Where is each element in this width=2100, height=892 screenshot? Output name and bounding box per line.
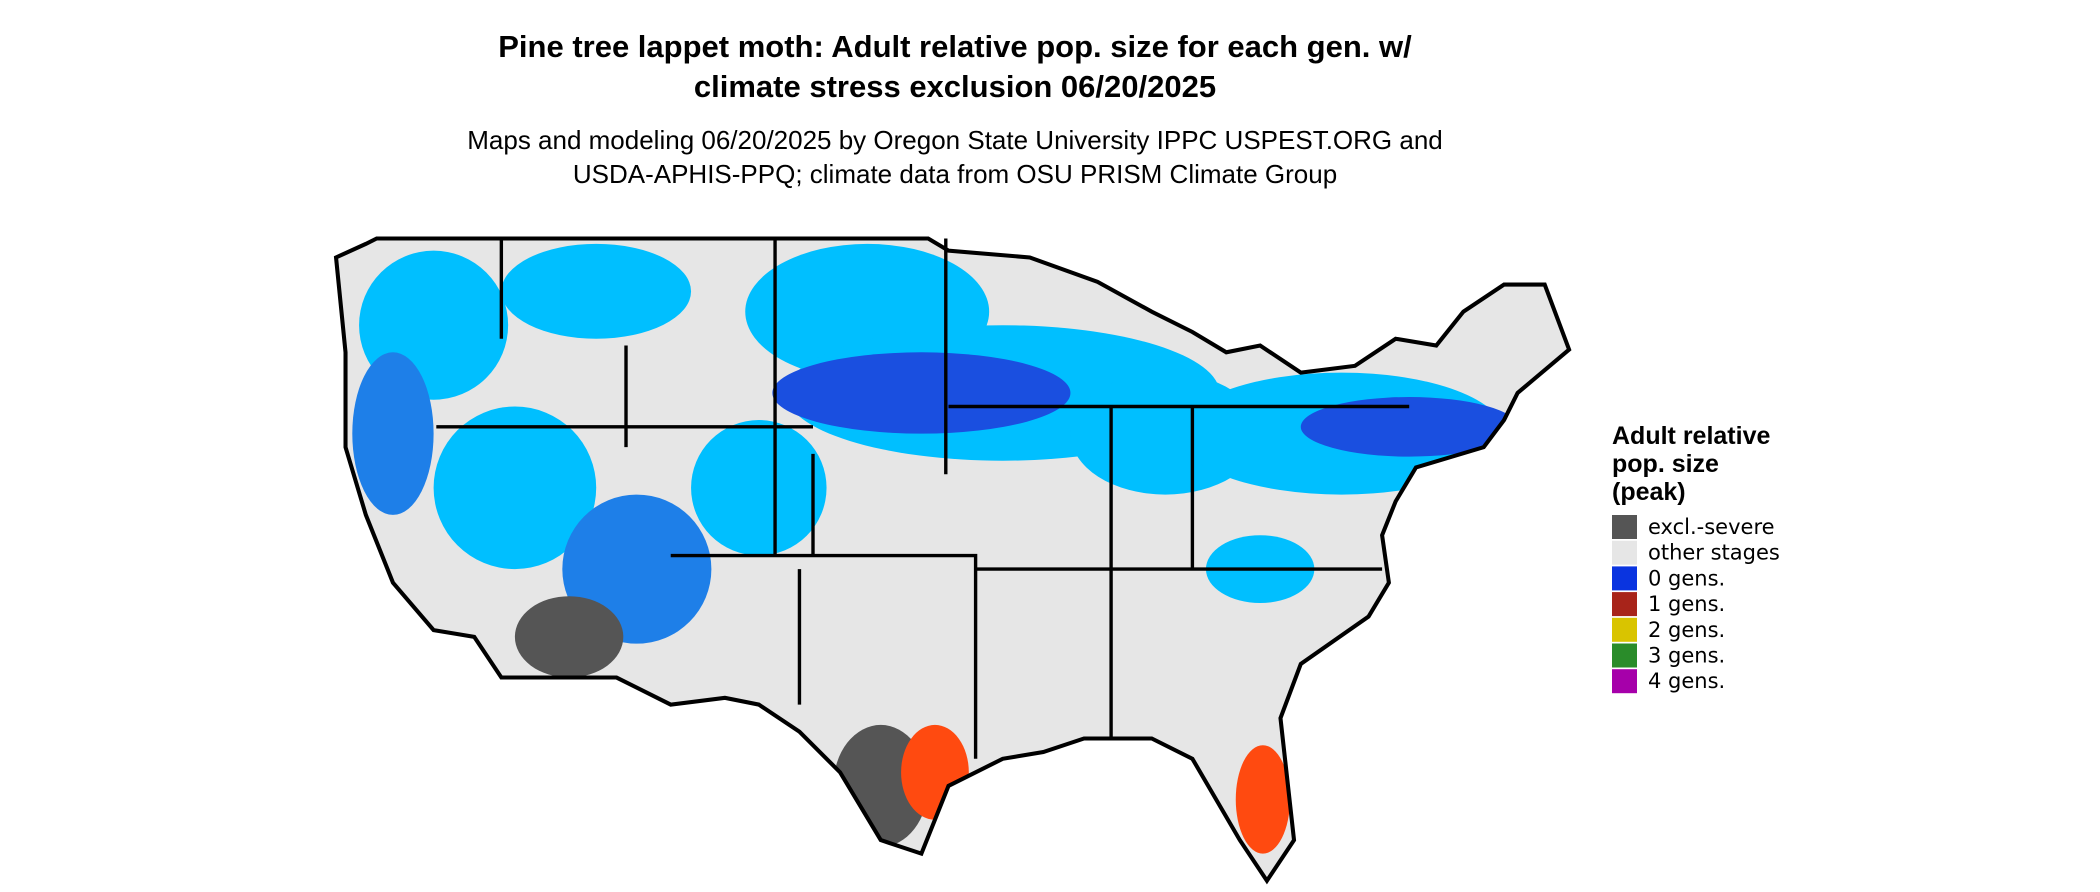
legend-label: 1 gens. (1648, 592, 1725, 616)
legend: Adult relative pop. size (peak) excl.-se… (1612, 422, 1780, 694)
subtitle-line: USDA-APHIS-PPQ; climate data from OSU PR… (573, 159, 1337, 189)
map (336, 238, 1569, 880)
title-line: climate stress exclusion 06/20/2025 (694, 69, 1216, 104)
state-borders (436, 238, 1410, 759)
legend-swatch (1612, 592, 1637, 617)
subtitle-line: Maps and modeling 06/20/2025 by Oregon S… (467, 125, 1443, 155)
legend-swatch (1612, 515, 1637, 539)
legend-title: Adult relative (1612, 422, 1770, 450)
legend-swatch (1612, 617, 1637, 642)
legend-swatch (1612, 643, 1637, 668)
legend-title: pop. size (1612, 450, 1719, 478)
title-line: Pine tree lappet moth: Adult relative po… (498, 29, 1412, 64)
legend-swatch (1612, 540, 1637, 565)
legend-label: 3 gens. (1648, 644, 1725, 668)
legend-swatch (1612, 669, 1637, 694)
legend-label: other stages (1648, 541, 1780, 565)
legend-title: (peak) (1612, 478, 1686, 506)
legend-label: 0 gens. (1648, 566, 1725, 590)
legend-label: excl.-severe (1648, 515, 1775, 539)
legend-label: 4 gens. (1648, 669, 1725, 693)
legend-swatch (1612, 566, 1637, 591)
legend-label: 2 gens. (1648, 618, 1725, 642)
